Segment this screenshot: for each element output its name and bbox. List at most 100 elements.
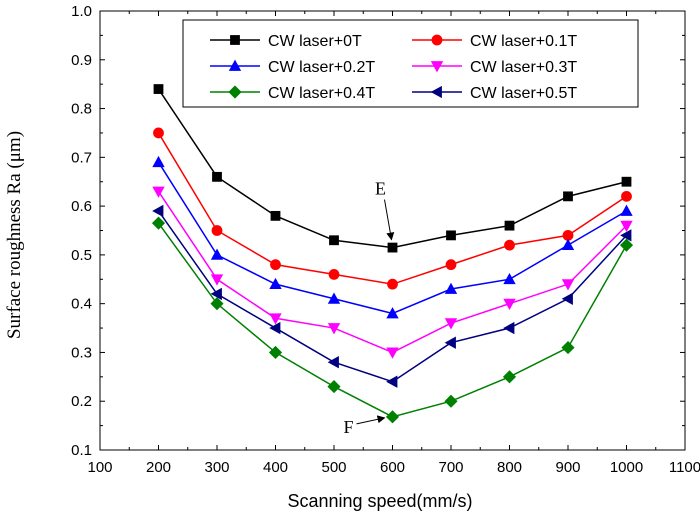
data-point bbox=[619, 238, 634, 252]
data-point bbox=[620, 204, 633, 216]
legend: CW laser+0T CW laser+0.1T CW laser+0.2T CW … bbox=[182, 19, 639, 108]
data-point bbox=[210, 274, 224, 286]
y-axis-title: Surface roughness Ra (μm) bbox=[4, 131, 25, 339]
data-point bbox=[210, 248, 224, 260]
data-point bbox=[444, 336, 456, 349]
legend-marker bbox=[228, 85, 242, 99]
x-tick-label: 300 bbox=[204, 459, 229, 476]
data-point bbox=[444, 282, 458, 294]
legend-marker bbox=[430, 61, 444, 73]
data-point bbox=[153, 127, 164, 139]
legend-marker bbox=[230, 35, 240, 45]
data-point bbox=[152, 204, 164, 218]
x-tick-label: 100 bbox=[87, 459, 112, 476]
legend-label: CW laser+0.4T bbox=[268, 85, 375, 102]
data-point bbox=[504, 239, 515, 251]
y-tick-label: 0.9 bbox=[71, 52, 92, 69]
data-point bbox=[270, 259, 281, 271]
data-point bbox=[210, 287, 222, 301]
data-point bbox=[502, 370, 517, 384]
data-point bbox=[620, 229, 632, 242]
data-point bbox=[270, 210, 281, 221]
data-point bbox=[621, 176, 632, 187]
series-markers bbox=[151, 84, 634, 424]
data-point bbox=[563, 191, 573, 202]
data-point bbox=[269, 277, 282, 290]
data-point bbox=[387, 278, 398, 290]
data-point bbox=[444, 318, 458, 330]
data-point bbox=[446, 230, 456, 241]
series-line bbox=[157, 88, 627, 249]
data-point bbox=[327, 323, 341, 335]
y-tick-label: 0.6 bbox=[71, 198, 92, 215]
y-tick-label: 0.4 bbox=[71, 296, 92, 313]
plot-area: 100 200 300 400 500 600 700 800 900 1000 1100 0.1 0… bbox=[71, 3, 700, 476]
data-point bbox=[503, 272, 516, 285]
data-point bbox=[503, 298, 516, 310]
annotation-arrow bbox=[384, 199, 395, 241]
x-axis-ticks: 100 200 300 400 500 600 700 800 900 1000 1100 bbox=[87, 11, 700, 476]
y-tick-label: 0.5 bbox=[71, 247, 92, 264]
data-point bbox=[445, 259, 457, 271]
data-point bbox=[152, 186, 165, 198]
data-point bbox=[212, 171, 222, 182]
annotation-label: F bbox=[343, 417, 353, 437]
y-tick-label: 0.3 bbox=[71, 344, 92, 361]
y-axis-ticks: 0.1 0.2 0.3 0.4 0.5 0.6 0.7 0.8 0.9 1.0 bbox=[71, 3, 685, 459]
data-point bbox=[210, 297, 224, 311]
data-point bbox=[386, 347, 399, 359]
data-point bbox=[269, 321, 281, 335]
data-point bbox=[561, 341, 575, 355]
data-point bbox=[327, 380, 341, 394]
y-tick-label: 0.8 bbox=[71, 101, 92, 118]
annotation-label: E bbox=[375, 179, 386, 199]
series-lines bbox=[157, 88, 628, 418]
data-point bbox=[561, 238, 575, 251]
legend-marker bbox=[431, 34, 443, 46]
data-point bbox=[151, 216, 166, 230]
data-point bbox=[386, 375, 398, 388]
x-tick-label: 200 bbox=[146, 459, 171, 476]
y-tick-label: 0.1 bbox=[71, 442, 92, 459]
data-point bbox=[152, 155, 165, 168]
data-point bbox=[327, 292, 341, 304]
x-tick-label: 1100 bbox=[669, 459, 700, 476]
annotation-arrow bbox=[356, 415, 386, 425]
annotations: EF bbox=[343, 179, 395, 437]
data-point bbox=[328, 268, 340, 280]
data-point bbox=[621, 190, 632, 202]
legend-label: CW laser+0.1T bbox=[470, 33, 577, 50]
data-point bbox=[386, 307, 399, 319]
data-point bbox=[329, 235, 339, 246]
x-tick-label: 800 bbox=[497, 459, 522, 476]
x-tick-label: 1000 bbox=[610, 459, 643, 476]
legend-label: CW laser+0T bbox=[268, 33, 362, 50]
x-tick-label: 600 bbox=[380, 459, 405, 476]
x-axis-title: Scanning speed(mm/s) bbox=[287, 491, 472, 511]
data-point bbox=[444, 394, 458, 408]
data-point bbox=[387, 242, 398, 253]
data-point bbox=[153, 84, 164, 94]
legend-marker bbox=[228, 59, 242, 71]
data-point bbox=[620, 220, 633, 232]
x-tick-label: 900 bbox=[555, 459, 580, 476]
x-tick-label: 400 bbox=[263, 459, 288, 476]
data-point bbox=[269, 313, 282, 325]
data-point bbox=[561, 279, 575, 291]
data-point bbox=[268, 345, 283, 360]
data-point bbox=[503, 321, 515, 335]
legend-label: CW laser+0.3T bbox=[470, 59, 577, 76]
x-tick-label: 700 bbox=[438, 459, 463, 476]
data-point bbox=[211, 225, 223, 236]
y-tick-label: 0.2 bbox=[71, 393, 92, 410]
data-point bbox=[327, 356, 339, 369]
data-point bbox=[385, 410, 400, 424]
x-tick-label: 500 bbox=[321, 459, 346, 476]
legend-label: CW laser+0.2T bbox=[268, 59, 375, 76]
legend-label: CW laser+0.5T bbox=[470, 85, 577, 102]
data-point bbox=[561, 292, 573, 305]
y-tick-label: 0.7 bbox=[71, 149, 92, 166]
series-line bbox=[157, 191, 628, 354]
legend-marker bbox=[430, 85, 442, 99]
